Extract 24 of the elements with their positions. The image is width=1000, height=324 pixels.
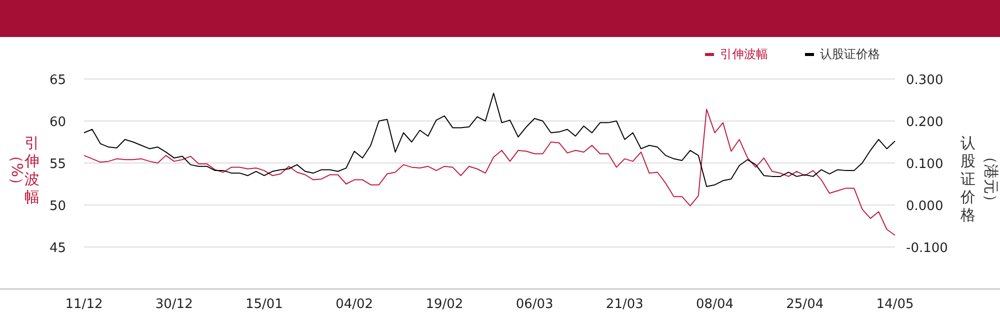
line-series	[84, 92, 896, 188]
y2-tick-label: 0.000	[906, 199, 944, 214]
y-tick-label: 65	[49, 73, 66, 88]
x-tick-label: 08/04	[696, 297, 734, 312]
legend-label: 引伸波幅	[720, 47, 768, 61]
x-tick-label: 30/12	[155, 297, 193, 312]
x-tick-label: 21/03	[606, 297, 644, 312]
line-series	[84, 108, 896, 236]
y2-tick-label: -0.100	[906, 241, 948, 256]
y2-tick-label: 0.300	[906, 73, 944, 88]
y2-tick-label: 0.100	[906, 157, 944, 172]
y-tick-label: 50	[49, 199, 66, 214]
y-tick-label: 60	[49, 115, 66, 130]
x-tick-label: 14/05	[876, 297, 914, 312]
x-tick-label: 25/04	[786, 297, 824, 312]
y2-tick-label: 0.200	[906, 115, 944, 130]
x-tick-label: 06/03	[516, 297, 554, 312]
y-tick-label: 45	[49, 241, 66, 256]
x-tick-label: 11/12	[65, 297, 103, 312]
x-tick-label: 04/02	[336, 297, 374, 312]
x-tick-label: 15/01	[245, 297, 283, 312]
x-tick-label: 19/02	[426, 297, 464, 312]
legend-label: 认股证价格	[820, 47, 880, 61]
y-tick-label: 55	[49, 157, 66, 172]
